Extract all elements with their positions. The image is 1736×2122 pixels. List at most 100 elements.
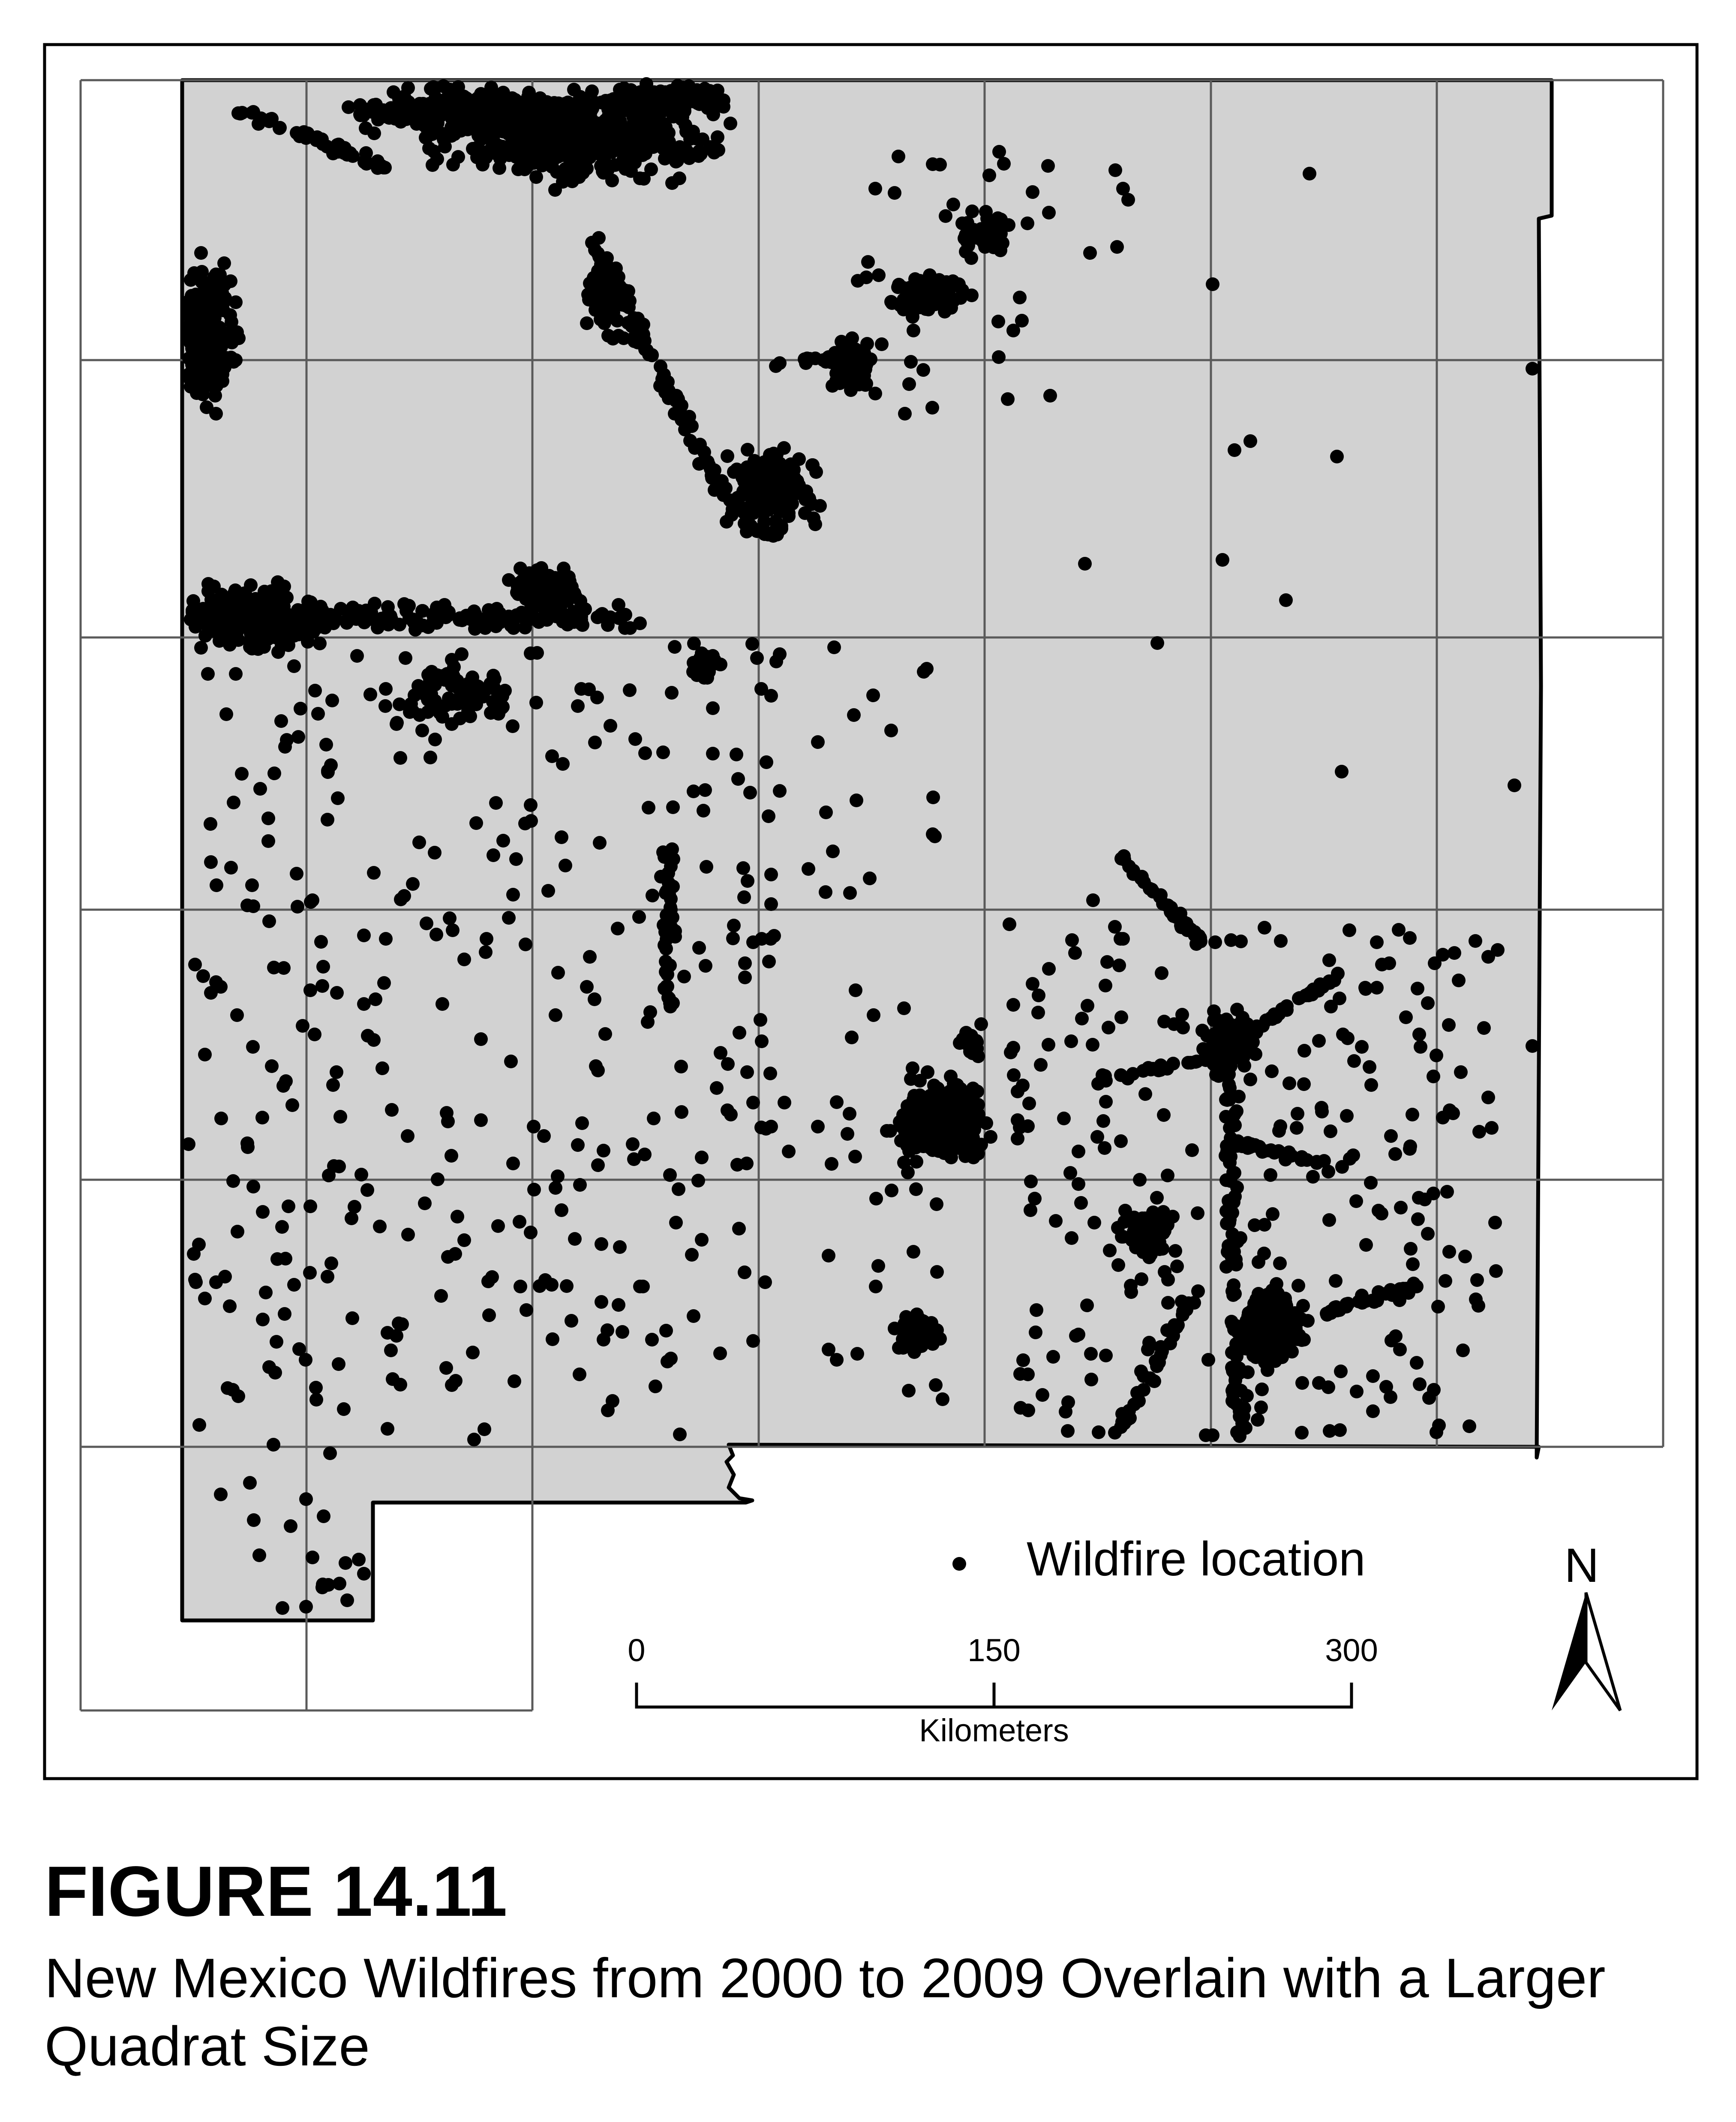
wildfire-point <box>819 885 832 899</box>
wildfire-point <box>619 151 633 165</box>
wildfire-point <box>207 580 221 593</box>
wildfire-point <box>524 612 538 626</box>
wildfire-point <box>196 969 210 983</box>
wildfire-point <box>476 158 490 171</box>
wildfire-point <box>287 1278 301 1292</box>
figure-caption: New Mexico Wildfires from 2000 to 2009 O… <box>45 1947 1606 2077</box>
wildfire-point <box>885 1184 898 1197</box>
wildfire-point <box>246 1040 260 1054</box>
wildfire-point <box>1174 919 1188 932</box>
wildfire-point <box>1084 1347 1098 1361</box>
wildfire-point <box>1226 1395 1240 1409</box>
wildfire-point <box>427 144 441 158</box>
wildfire-point <box>1454 1065 1468 1079</box>
wildfire-point <box>713 1347 727 1360</box>
wildfire-point <box>1485 1121 1499 1135</box>
wildfire-point <box>485 1270 499 1284</box>
wildfire-point <box>666 911 679 924</box>
wildfire-point <box>970 1034 983 1048</box>
wildfire-point <box>1161 1169 1174 1182</box>
wildfire-point <box>1072 1145 1085 1158</box>
wildfire-point <box>513 123 527 136</box>
wildfire-point <box>1003 917 1016 931</box>
wildfire-point <box>504 1055 518 1068</box>
wildfire-point <box>358 153 372 167</box>
wildfire-point <box>860 337 874 351</box>
wildfire-point <box>541 589 555 603</box>
wildfire-point <box>936 1103 950 1117</box>
wildfire-point <box>845 1031 859 1044</box>
wildfire-point <box>1472 1299 1485 1313</box>
wildfire-point <box>1295 1426 1309 1440</box>
wildfire-point <box>1430 1049 1443 1062</box>
wildfire-point <box>1110 240 1124 254</box>
wildfire-point <box>1370 935 1384 949</box>
wildfire-point <box>712 92 726 106</box>
wildfire-point <box>560 108 574 121</box>
wildfire-point <box>741 443 754 457</box>
wildfire-point <box>740 525 754 538</box>
wildfire-point <box>906 1061 919 1075</box>
wildfire-point <box>921 1065 934 1079</box>
wildfire-point <box>529 170 543 184</box>
wildfire-point <box>589 1059 603 1073</box>
wildfire-point <box>297 613 310 627</box>
wildfire-point <box>510 608 523 622</box>
wildfire-point <box>1258 1319 1272 1333</box>
wildfire-point <box>547 123 561 136</box>
wildfire-point <box>717 488 730 502</box>
wildfire-point <box>1375 1207 1388 1220</box>
wildfire-point <box>638 132 652 146</box>
wildfire-point <box>1312 1034 1326 1048</box>
wildfire-point <box>184 613 198 626</box>
wildfire-point <box>1028 1192 1042 1205</box>
wildfire-point <box>214 1112 228 1125</box>
wildfire-point <box>1001 392 1015 406</box>
wildfire-point <box>264 112 277 126</box>
wildfire-point <box>437 79 451 93</box>
wildfire-point <box>743 786 757 800</box>
wildfire-point <box>256 1205 270 1219</box>
wildfire-point <box>394 115 408 129</box>
wildfire-point <box>806 458 820 472</box>
wildfire-point <box>594 608 608 622</box>
wildfire-point <box>1285 1345 1299 1359</box>
wildfire-point <box>642 99 656 113</box>
wildfire-point <box>321 1270 334 1283</box>
wildfire-point <box>1489 1264 1503 1278</box>
wildfire-point <box>1477 1021 1491 1035</box>
wildfire-point <box>936 1392 949 1406</box>
wildfire-point <box>421 620 435 634</box>
wildfire-point <box>971 1098 985 1112</box>
wildfire-point <box>306 1551 319 1564</box>
wildfire-point <box>933 158 947 171</box>
wildfire-point <box>208 321 222 334</box>
wildfire-point <box>1072 1177 1085 1191</box>
wildfire-point <box>192 1418 206 1432</box>
wildfire-point <box>922 1116 936 1130</box>
wildfire-point <box>1123 1411 1137 1425</box>
wildfire-point <box>1324 1000 1338 1013</box>
wildfire-points <box>182 77 1539 1615</box>
wildfire-point <box>1463 1419 1476 1433</box>
wildfire-point <box>927 285 940 298</box>
wildfire-point <box>1163 1337 1177 1350</box>
wildfire-point <box>268 1366 282 1380</box>
wildfire-point <box>764 932 778 946</box>
wildfire-point <box>183 371 196 385</box>
wildfire-point <box>1439 1274 1452 1288</box>
wildfire-point <box>251 603 265 617</box>
wildfire-point <box>1253 1298 1267 1311</box>
wildfire-point <box>445 679 459 692</box>
wildfire-point <box>1069 1329 1083 1343</box>
wildfire-point <box>1274 934 1288 948</box>
wildfire-point <box>445 697 459 711</box>
wildfire-point <box>1216 553 1229 567</box>
wildfire-point <box>514 139 528 153</box>
wildfire-point <box>209 1275 223 1289</box>
wildfire-point <box>954 291 967 305</box>
wildfire-point <box>183 323 197 337</box>
wildfire-point <box>732 1222 746 1235</box>
wildfire-point <box>666 800 680 814</box>
wildfire-point <box>527 1120 541 1133</box>
